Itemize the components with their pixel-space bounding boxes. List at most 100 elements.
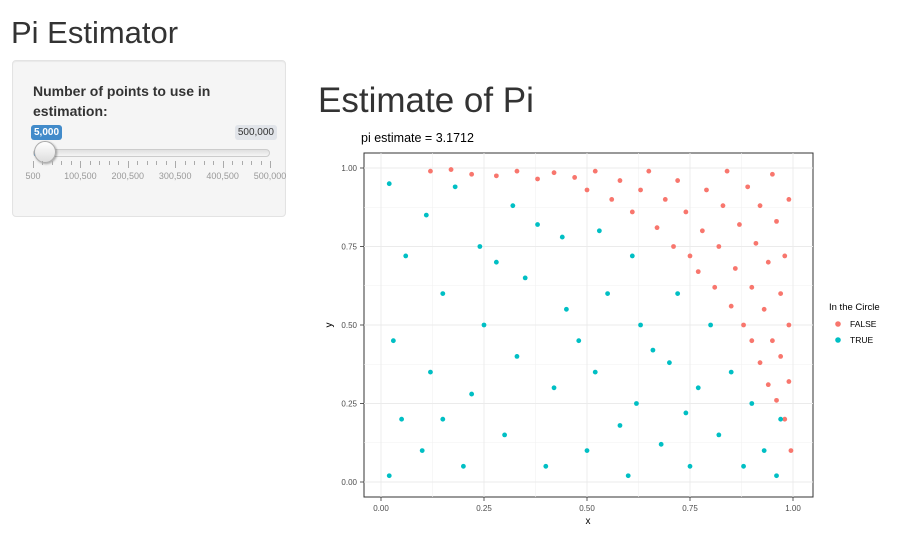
slider-tick [260,161,262,165]
data-point-false [765,382,771,388]
slider-handle[interactable] [34,141,57,163]
slider-ticks [31,161,277,169]
data-point-false [782,416,788,422]
y-tick-labels: 0.00 0.25 0.50 0.75 1.00 [341,164,357,487]
slider-tick [61,161,63,165]
data-point-false [741,322,746,328]
data-point-true [592,369,598,375]
data-point-true [683,410,689,416]
data-point-false [493,173,499,179]
slider-tick [213,161,215,165]
data-point-false [765,259,771,265]
data-point-true [440,291,446,296]
data-point-false [786,379,792,384]
slider-tick [33,161,34,168]
slider-tick [118,161,120,165]
data-point-false [535,176,540,182]
data-point-false [662,197,668,202]
y-tick-label: 1.00 [341,164,357,173]
data-point-true [535,222,540,227]
data-point-true [543,463,549,469]
data-point-true [481,322,487,328]
data-point-false [732,266,738,271]
data-point-true [452,184,458,190]
data-point-true [687,463,693,469]
y-tick-label: 0.75 [341,243,357,252]
data-point-true [559,234,565,240]
data-point-false [638,187,643,193]
slider-track[interactable] [33,149,270,157]
data-point-false [584,187,590,193]
plot-title: pi estimate = 3.1712 [361,131,474,145]
data-point-true [510,203,516,209]
data-point-false [786,322,792,328]
data-point-true [399,416,404,422]
data-point-false [609,197,615,202]
data-point-false [699,228,705,234]
data-point-false [695,269,701,275]
slider-tick [194,161,196,165]
data-point-false [646,168,652,174]
data-point-false [654,225,660,231]
slider-grid-label: 400,500 [206,171,239,181]
slider-tick [137,161,139,165]
data-point-false [592,168,598,174]
data-point-false [782,253,788,259]
data-point-false [788,448,794,453]
slider-tick [99,161,101,165]
data-point-true [428,369,433,375]
legend-entry-false: FALSE [850,319,877,329]
data-point-true [650,347,656,353]
data-point-true [403,253,409,259]
slider-value-badge: 5,000 [31,125,63,140]
data-point-false [551,170,557,176]
points-slider[interactable]: 5,000 500,000 500 100,500 200,500 300,50… [25,125,286,185]
data-point-false [572,175,578,180]
legend: In the Circle FALSE TRUE [829,302,880,345]
x-tick-label: 1.00 [785,504,801,513]
data-point-false [749,338,755,344]
data-point-true [390,338,396,344]
legend-entry-true: TRUE [850,335,873,345]
x-tick-label: 0.25 [476,504,492,513]
x-tick-label: 0.75 [682,504,698,513]
scatter-plot: pi estimate = 3.1712 0.00 0.25 0.50 0.75… [324,131,880,527]
data-point-false [757,203,763,209]
data-point-true [423,212,429,218]
data-point-true [584,448,590,453]
data-point-false [704,187,709,193]
data-point-false [687,253,693,259]
data-point-false [770,338,775,344]
data-point-true [440,416,446,422]
x-tick-label: 0.50 [579,504,595,513]
main-title: Estimate of Pi [318,81,534,120]
slider-grid-label: 500 [25,171,41,181]
data-point-false [749,284,755,290]
data-point-true [728,369,734,375]
slider-tick [156,161,158,165]
data-point-false [757,360,763,366]
data-point-false [778,291,784,296]
slider-tick [175,161,177,168]
x-tick-labels: 0.00 0.25 0.50 0.75 1.00 [373,504,801,513]
data-point-true [502,432,507,438]
slider-tick [146,161,148,165]
data-point-true [551,385,557,391]
slider-tick [165,161,167,165]
y-axis-label: y [324,323,335,328]
data-point-false [786,197,792,202]
data-point-false [778,354,784,359]
data-point-true [761,448,767,453]
data-point-true [634,401,639,406]
y-tick-label: 0.50 [341,321,357,330]
slider-tick [42,161,44,165]
data-point-true [716,432,722,438]
data-point-false [761,306,767,312]
data-point-true [695,385,701,391]
slider-label: Number of points to use in estimation: [33,83,211,119]
data-point-true [741,463,746,469]
data-point-true [675,291,681,296]
slider-tick [270,161,271,168]
slider-max-badge: 500,000 [234,125,277,140]
x-axis-label: x [586,516,591,527]
